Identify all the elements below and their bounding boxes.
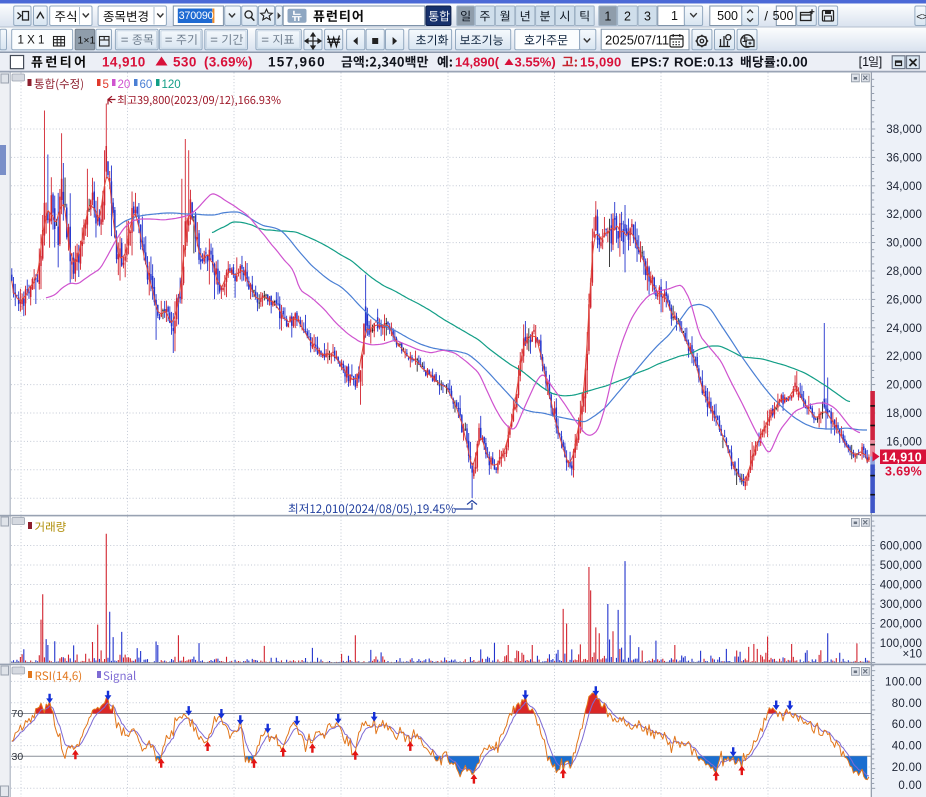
svg-text:60: 60 (140, 79, 153, 91)
svg-text:3: 3 (644, 9, 651, 23)
svg-text:370090: 370090 (179, 10, 214, 22)
svg-text:80.00: 80.00 (892, 698, 922, 710)
svg-text:3.69%: 3.69% (885, 465, 922, 479)
svg-text:(3.69%): (3.69%) (204, 55, 253, 70)
svg-text:2025/07/11: 2025/07/11 (605, 33, 669, 48)
svg-text:22,000: 22,000 (886, 351, 922, 363)
svg-text:30: 30 (12, 751, 24, 763)
svg-text:26,000: 26,000 (886, 294, 922, 306)
svg-text:×10: ×10 (902, 649, 922, 661)
svg-text:40.00: 40.00 (892, 741, 922, 753)
svg-text:EPS:7: EPS:7 (631, 55, 670, 70)
svg-text:1: 1 (671, 9, 678, 23)
svg-text:400,000: 400,000 (880, 580, 922, 592)
svg-text:100.00: 100.00 (885, 676, 922, 688)
svg-text:<>: <> (916, 11, 926, 23)
svg-text:16,000: 16,000 (886, 436, 922, 448)
svg-text:500,000: 500,000 (880, 560, 922, 572)
svg-text:38,000: 38,000 (886, 124, 922, 136)
svg-text:ROE:0.13: ROE:0.13 (674, 55, 733, 70)
svg-text:5: 5 (103, 79, 109, 91)
svg-text:157,960: 157,960 (268, 55, 326, 70)
svg-text:1×1: 1×1 (78, 35, 96, 47)
svg-text:28,000: 28,000 (886, 266, 922, 278)
svg-text:0.00: 0.00 (898, 780, 922, 792)
svg-text:530: 530 (173, 55, 197, 70)
svg-text:24,000: 24,000 (886, 323, 922, 335)
svg-text:20,000: 20,000 (886, 380, 922, 392)
svg-text:14,890(: 14,890( (455, 55, 500, 70)
svg-text:70: 70 (12, 708, 24, 720)
svg-text:15,090: 15,090 (580, 55, 622, 70)
svg-text:14,910: 14,910 (102, 55, 146, 70)
svg-text:18,000: 18,000 (886, 408, 922, 420)
svg-text:60.00: 60.00 (892, 719, 922, 731)
svg-text:120: 120 (162, 79, 181, 91)
svg-text:36,000: 36,000 (886, 152, 922, 164)
svg-text:[1: [1 (859, 55, 869, 69)
svg-text:600,000: 600,000 (880, 541, 922, 553)
svg-text:100,000: 100,000 (880, 638, 922, 650)
svg-text:200,000: 200,000 (880, 619, 922, 631)
svg-text:2: 2 (624, 9, 631, 23)
svg-text:32,000: 32,000 (886, 209, 922, 221)
svg-text:20: 20 (118, 79, 131, 91)
svg-text:14,910: 14,910 (882, 450, 922, 464)
svg-text:3.55%): 3.55%) (515, 55, 556, 70)
svg-text:34,000: 34,000 (886, 181, 922, 193)
svg-text:300,000: 300,000 (880, 599, 922, 611)
svg-text:30,000: 30,000 (886, 238, 922, 250)
svg-text:500: 500 (773, 9, 794, 23)
svg-text:1: 1 (604, 9, 611, 23)
svg-text:/: / (764, 9, 768, 24)
svg-text:]: ] (879, 55, 882, 69)
svg-text:1 X 1: 1 X 1 (18, 35, 45, 47)
svg-text:500: 500 (717, 9, 738, 23)
svg-text:20.00: 20.00 (892, 762, 922, 774)
